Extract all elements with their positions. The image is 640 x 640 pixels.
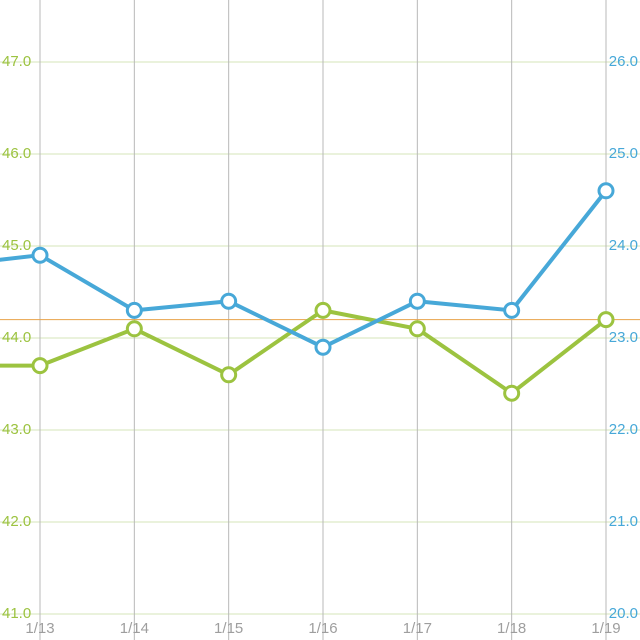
axis-tick-label: 42.0 [2,513,31,530]
axis-tick-label: 1/13 [25,620,54,637]
axis-tick-label: 1/16 [308,620,337,637]
axis-tick-label: 43.0 [2,421,31,438]
axis-tick-label: 1/19 [591,620,620,637]
axis-tick-label: 44.0 [2,329,31,346]
axis-tick-label: 23.0 [609,329,638,346]
axis-tick-label: 21.0 [609,513,638,530]
axis-tick-label: 47.0 [2,53,31,70]
axis-tick-label: 22.0 [609,421,638,438]
axis-tick-label: 25.0 [609,145,638,162]
axis-tick-label: 26.0 [609,53,638,70]
axis-tick-label: 24.0 [609,237,638,254]
axis-tick-label: 1/15 [214,620,243,637]
axis-tick-label: 45.0 [2,237,31,254]
dual-axis-line-chart: 41.042.043.044.045.046.047.048.020.021.0… [0,0,640,640]
axis-tick-label: 46.0 [2,145,31,162]
axis-tick-label: 1/18 [497,620,526,637]
axis-tick-label: 1/17 [403,620,432,637]
chart-svg [0,0,640,640]
axis-tick-label: 1/14 [120,620,149,637]
